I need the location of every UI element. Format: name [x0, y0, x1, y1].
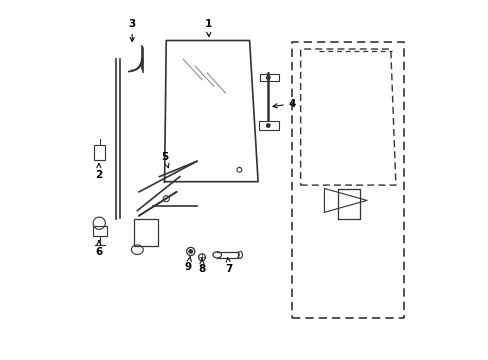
Bar [259, 74, 278, 81]
Text: 6: 6 [95, 241, 102, 257]
Text: 8: 8 [198, 258, 205, 274]
Text: 1: 1 [205, 19, 212, 36]
Text: 7: 7 [225, 258, 232, 274]
Circle shape [189, 250, 192, 253]
Bar [94, 145, 105, 159]
Bar [134, 219, 158, 246]
Text: 2: 2 [95, 163, 102, 180]
Text: 9: 9 [184, 257, 191, 272]
Bar [258, 121, 279, 130]
Circle shape [266, 76, 269, 79]
Bar [93, 226, 106, 236]
Text: 4: 4 [272, 99, 296, 109]
Text: 3: 3 [128, 19, 136, 42]
Text: 5: 5 [161, 152, 169, 168]
Circle shape [266, 124, 269, 127]
